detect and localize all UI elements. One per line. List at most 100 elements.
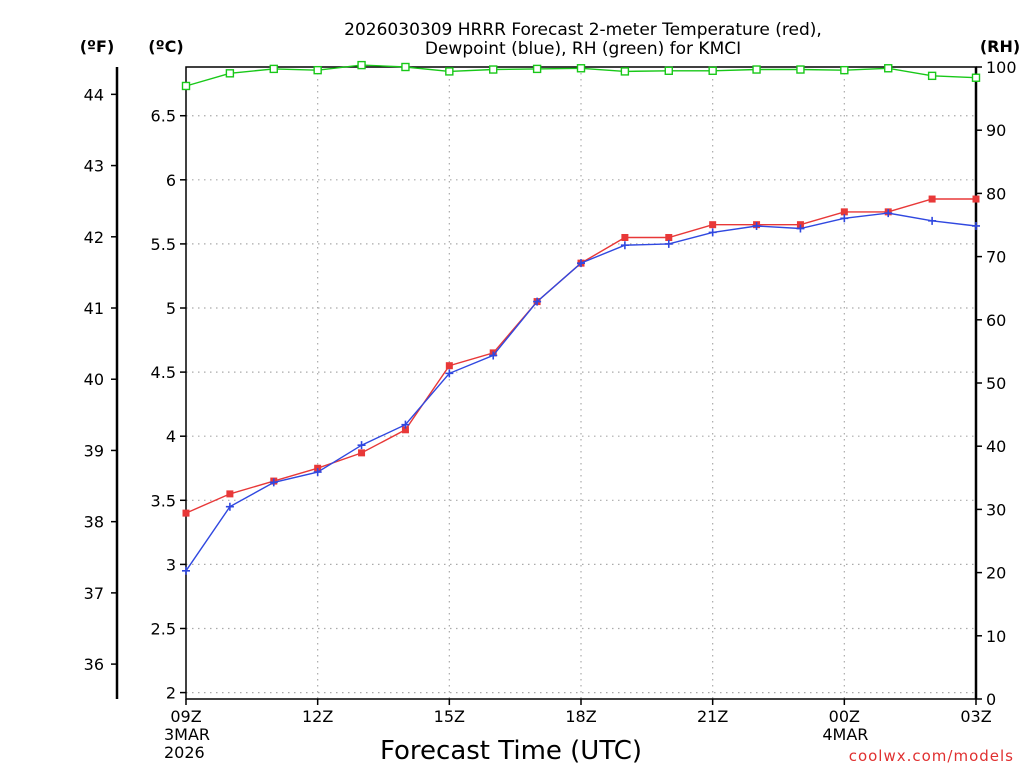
rh-point	[532, 64, 542, 74]
dewpoint-point	[445, 369, 454, 378]
rh-point	[225, 69, 235, 78]
celsius-tick-label: 2.5	[151, 619, 176, 638]
rh-point	[576, 64, 586, 73]
x-tick-label: 21Z	[697, 707, 728, 726]
rh-tick-label: 100	[986, 58, 1017, 77]
celsius-tick-label: 5	[166, 299, 176, 318]
dewpoint-point	[313, 468, 322, 477]
fahrenheit-tick-label: 38	[84, 513, 104, 532]
dewpoint-point	[840, 214, 849, 223]
rh-point	[840, 65, 849, 75]
rh-point	[357, 60, 366, 70]
rh-tick-label: 30	[986, 500, 1006, 519]
credit-text: coolwx.com/models	[849, 747, 1014, 765]
temperature-point	[972, 195, 980, 203]
dewpoint-point	[664, 239, 673, 248]
celsius-tick-label: 3.5	[151, 491, 176, 510]
fahrenheit-tick-label: 36	[84, 655, 104, 674]
fahrenheit-tick-label: 44	[84, 85, 104, 104]
rh-point	[401, 62, 410, 72]
dewpoint-point	[225, 502, 234, 511]
x-tick-label: 15Z	[434, 707, 465, 726]
dewpoint-point	[269, 478, 278, 487]
rh-tick-label: 0	[986, 690, 996, 709]
fahrenheit-tick-label: 37	[84, 584, 104, 603]
celsius-tick-label: 4.5	[151, 363, 176, 382]
rh-series	[181, 60, 981, 91]
x-tick-year-label: 2026	[164, 743, 205, 762]
rh-tick-label: 70	[986, 248, 1006, 267]
dewpoint-point	[577, 259, 585, 268]
dewpoint-point	[357, 441, 366, 450]
dewpoint-point	[533, 297, 542, 306]
chart-title-line1: 2026030309 HRRR Forecast 2-meter Tempera…	[344, 20, 822, 40]
axes: 2 2.5 3 3.5 4 4.5 5 5.5 6 6.5 36 37 38 39 40 41 42 43 44 0 1…	[84, 58, 1017, 762]
celsius-unit-label: (ºC)	[148, 37, 183, 56]
celsius-tick-label: 6.5	[151, 107, 176, 126]
x-tick-date-label: 3MAR	[164, 725, 210, 744]
chart-title-line2: Dewpoint (blue), RH (green) for KMCI	[425, 39, 741, 59]
temperature-point	[226, 490, 234, 498]
celsius-tick-label: 6	[166, 171, 176, 190]
rh-point	[664, 66, 673, 75]
rh-point	[313, 65, 322, 75]
fahrenheit-tick-label: 40	[84, 370, 104, 389]
rh-tick-label: 60	[986, 311, 1006, 330]
x-tick-label: 18Z	[565, 707, 596, 726]
rh-point	[971, 73, 981, 82]
temperature-point	[665, 233, 673, 241]
fahrenheit-tick-label: 39	[84, 441, 104, 460]
celsius-tick-label: 2	[166, 684, 176, 703]
x-tick-date-label: 4MAR	[822, 725, 868, 744]
dewpoint-point	[401, 420, 410, 429]
dewpoint-point	[620, 241, 629, 250]
rh-point	[269, 64, 278, 74]
series-group	[181, 60, 981, 575]
rh-tick-label: 40	[986, 437, 1006, 456]
rh-point	[489, 65, 498, 74]
fahrenheit-tick-label: 41	[84, 299, 104, 318]
celsius-tick-label: 3	[166, 555, 176, 574]
celsius-tick-label: 4	[166, 427, 176, 446]
temperature-point	[182, 509, 190, 517]
fahrenheit-tick-label: 43	[84, 157, 104, 176]
x-tick-label: 03Z	[960, 707, 991, 726]
fahrenheit-unit-label: (ºF)	[80, 37, 115, 56]
fahrenheit-tick-label: 42	[84, 228, 104, 247]
rh-point	[181, 81, 191, 91]
rh-point	[445, 67, 454, 76]
rh-point	[927, 71, 937, 81]
dewpoint-point	[182, 566, 190, 575]
dewpoint-point	[972, 221, 980, 230]
temperature-point	[445, 362, 453, 370]
grid	[186, 67, 976, 699]
dewpoint-point	[752, 221, 761, 230]
temperature-point	[840, 208, 848, 216]
x-tick-label: 00Z	[829, 707, 860, 726]
dewpoint-point	[796, 224, 805, 233]
temperature-point	[928, 195, 936, 203]
rh-point	[884, 64, 893, 73]
rh-tick-label: 50	[986, 374, 1006, 393]
rh-tick-label: 10	[986, 627, 1006, 646]
dewpoint-point	[489, 351, 498, 360]
rh-unit-label: (RH)	[980, 37, 1020, 56]
temperature-point	[358, 449, 366, 457]
rh-point	[620, 67, 630, 76]
temperature-point	[621, 233, 629, 241]
rh-tick-label: 20	[986, 564, 1006, 583]
rh-tick-label: 90	[986, 121, 1006, 140]
rh-tick-label: 80	[986, 184, 1006, 203]
dewpoint-point	[884, 209, 893, 218]
temperature-point	[709, 221, 717, 229]
plot-frame	[185, 66, 977, 700]
rh-point	[752, 65, 761, 74]
x-tick-label: 12Z	[302, 707, 333, 726]
celsius-tick-label: 5.5	[151, 235, 176, 254]
dewpoint-series	[182, 209, 980, 575]
dewpoint-point	[928, 216, 937, 225]
rh-point	[708, 66, 717, 75]
x-axis-label: Forecast Time (UTC)	[380, 736, 642, 766]
